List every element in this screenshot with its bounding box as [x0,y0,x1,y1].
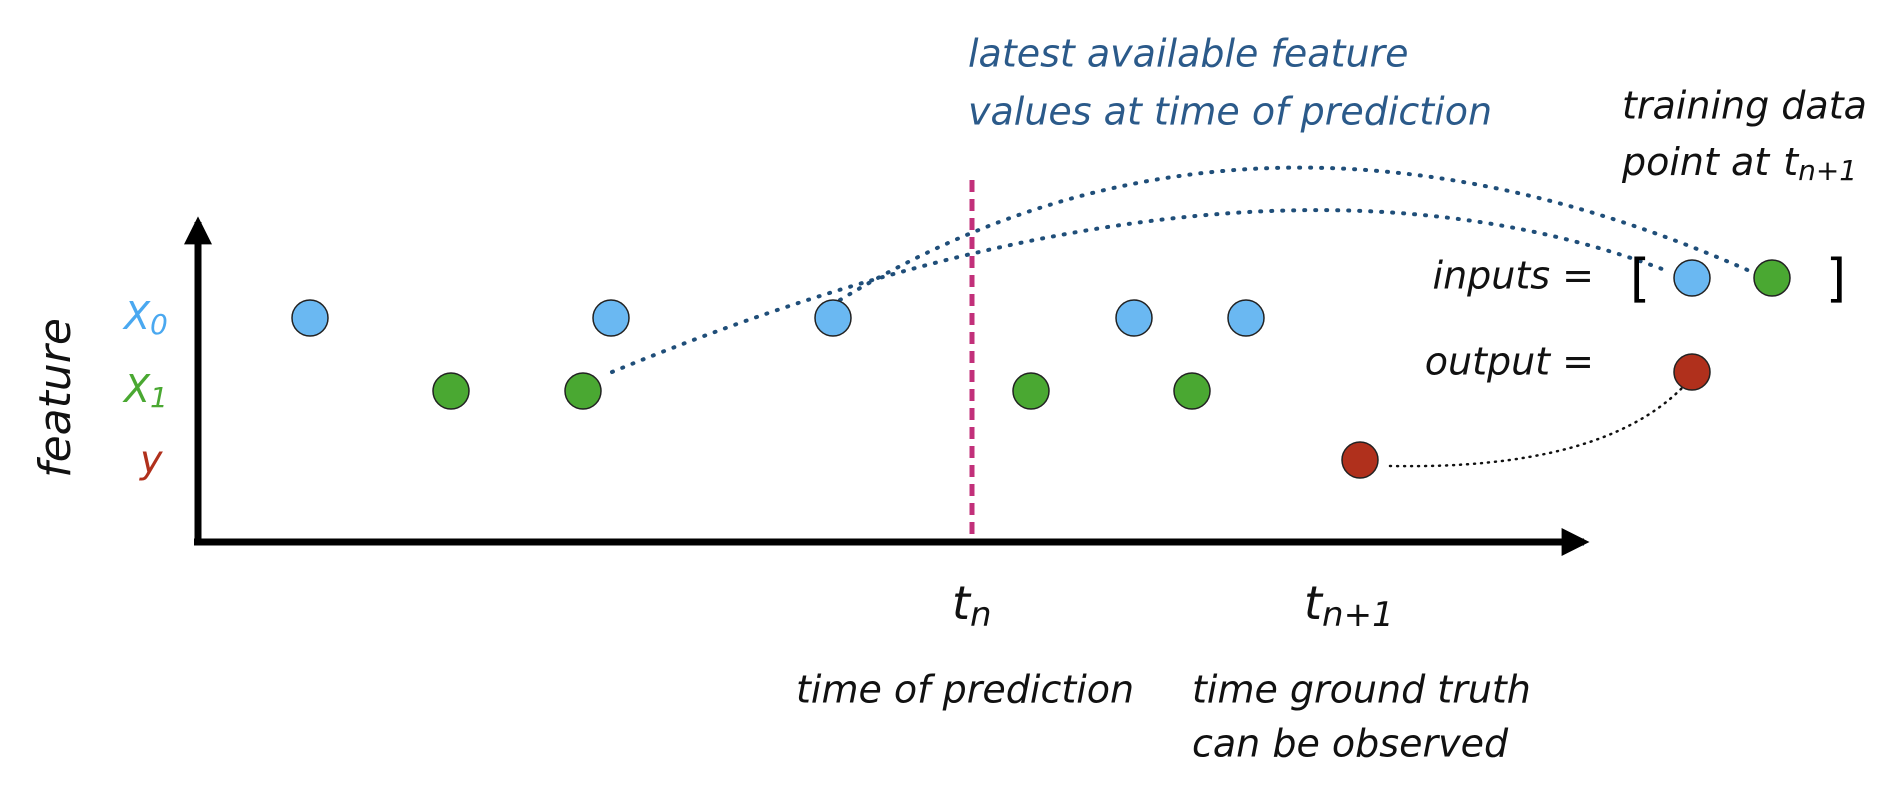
tick-base: t [1304,576,1324,630]
training-note: point at tn+1 [1621,140,1857,188]
axis-label: feature [30,318,81,478]
dotted-curve [838,165,1754,302]
input-x0-point [1673,259,1711,297]
points [291,259,1791,479]
row-label: X1 [122,367,168,415]
bracket: ] [1826,249,1846,309]
tick-note: time ground truth [1192,668,1531,712]
tick-sub: n+1 [1322,595,1394,635]
tick-note: can be observed [1192,722,1509,766]
x1-point [1173,372,1211,410]
input-x1-point [1753,259,1791,297]
training-note-t: t [1783,140,1800,184]
tick-label: tn+1 [1304,576,1394,635]
row-label-sub: 0 [150,308,168,341]
tick-label: tn [952,576,992,635]
y-point [1341,441,1379,479]
tick-sub: n [970,595,992,635]
row-label-base: X [122,294,151,338]
callout-line: latest available feature [968,32,1409,76]
training-note-text: point at [1621,140,1771,184]
inputs-label: inputs = [1433,254,1594,298]
training-note-sub: n+1 [1798,154,1857,187]
x0-point [592,299,630,337]
tick-base: t [952,576,972,630]
row-label: X0 [122,294,168,342]
row-label: y [139,438,163,482]
x1-point [564,372,602,410]
row-label-sub: 1 [150,381,168,414]
output-label: output = [1425,340,1594,384]
dotted-curve [1388,386,1684,468]
training-note: training data [1622,84,1867,128]
callout-line: values at time of prediction [968,90,1492,134]
x0-point [291,299,329,337]
row-label-base: X [122,367,151,411]
x1-point [432,372,470,410]
x0-point [1115,299,1153,337]
dotted-curve [610,208,1672,374]
x0-point [814,299,852,337]
tick-note: time of prediction [796,668,1134,712]
bracket: [ [1630,249,1650,309]
x0-point [1227,299,1265,337]
output-point [1673,353,1711,391]
x1-point [1012,372,1050,410]
